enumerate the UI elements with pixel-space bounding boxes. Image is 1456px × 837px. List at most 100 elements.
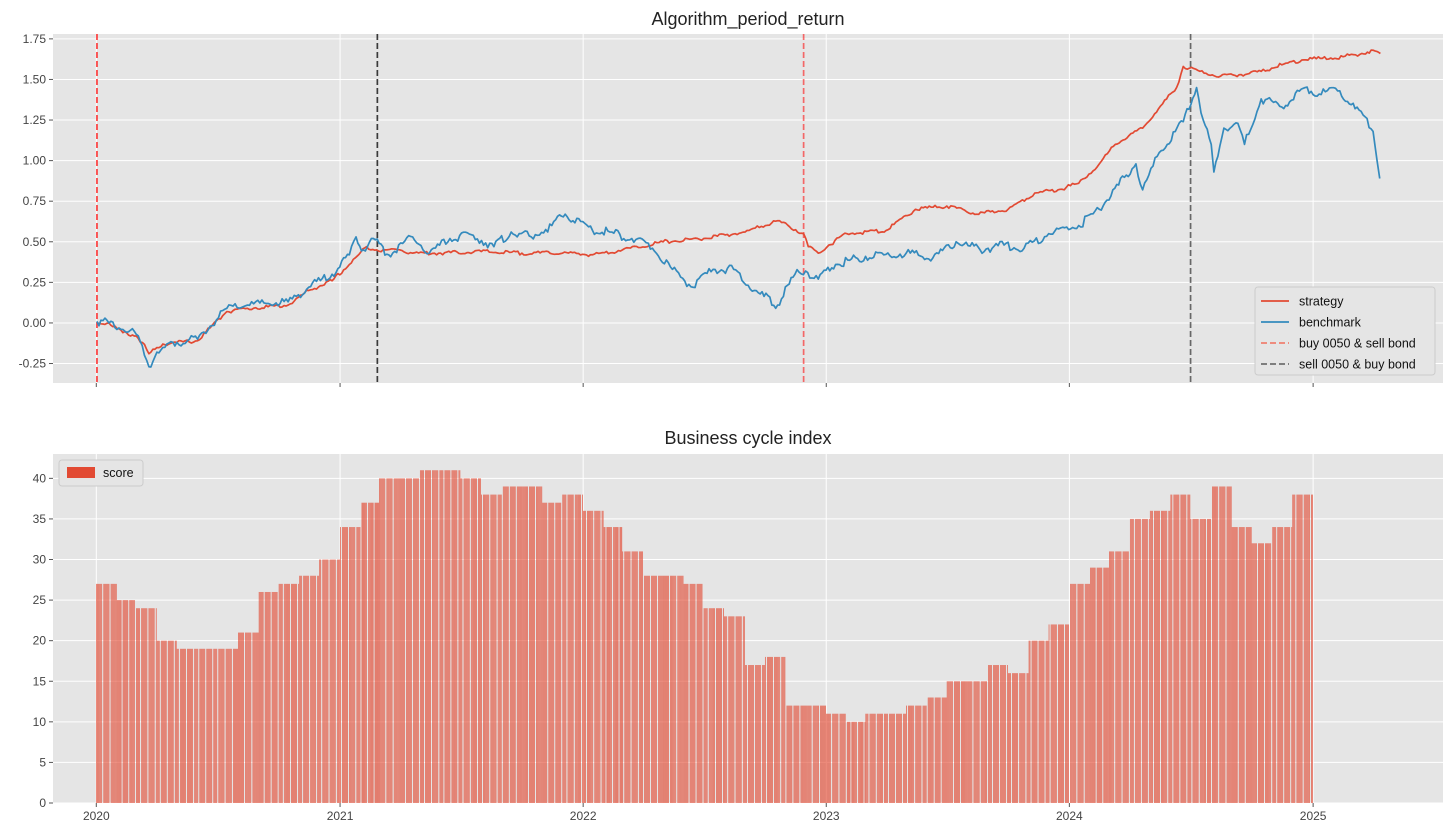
bar-38-12 <box>877 713 879 803</box>
bar-56-19 <box>1250 527 1252 803</box>
bar-37-17 <box>862 721 864 803</box>
bar-44-10 <box>998 665 999 803</box>
bar-9-12 <box>291 583 292 803</box>
bar-35-10 <box>815 705 817 803</box>
bar-14-4 <box>383 478 385 803</box>
bar-38-7 <box>872 713 874 803</box>
bar-47-10 <box>1059 624 1060 803</box>
bar-50-7 <box>1116 551 1118 803</box>
bar-56-7 <box>1238 527 1240 803</box>
bar-3-15 <box>171 640 173 803</box>
bar-35-18 <box>824 705 825 803</box>
bar-10-14 <box>313 575 315 803</box>
bar-21-14 <box>536 486 537 803</box>
bar-33-10 <box>775 656 776 803</box>
bar-47-12 <box>1061 624 1062 803</box>
bar-50-15 <box>1124 551 1126 803</box>
bar-23-7 <box>569 494 571 803</box>
bar-47-11 <box>1060 624 1061 803</box>
bar-9-2 <box>280 583 282 803</box>
bar-54-5 <box>1195 518 1197 803</box>
bar-57-11 <box>1263 543 1264 803</box>
bar-13-11 <box>370 502 372 803</box>
bar-47-7 <box>1055 624 1057 803</box>
bar-57-2 <box>1253 543 1255 803</box>
bar-21-8 <box>530 486 531 803</box>
bar-29-6 <box>689 583 691 803</box>
bar-39-3 <box>889 713 890 803</box>
bar-24-4 <box>587 510 588 803</box>
bar-45-7 <box>1015 673 1016 803</box>
bar-46-0 <box>1028 640 1030 803</box>
bar-14-3 <box>382 478 384 803</box>
bar-40-6 <box>912 705 914 803</box>
bar-30-1 <box>704 608 706 803</box>
bar-10-6 <box>305 575 307 803</box>
bar-39-1 <box>887 713 888 803</box>
bar-49-12 <box>1101 567 1103 803</box>
bar-32-11 <box>755 665 757 803</box>
bar-47-6 <box>1054 624 1056 803</box>
bar-18-11 <box>471 478 473 803</box>
bar-23-9 <box>571 494 573 803</box>
bar-25-19 <box>621 527 623 803</box>
bar-24-5 <box>588 510 589 803</box>
bar-month-13 <box>361 502 380 803</box>
bar-month-5 <box>197 648 218 803</box>
bar-4-18 <box>195 648 197 803</box>
bar-28-1 <box>664 575 665 803</box>
bar-25-15 <box>617 527 619 803</box>
bar-25-17 <box>619 527 621 803</box>
bar-29-13 <box>696 583 698 803</box>
bar-19-17 <box>498 494 500 803</box>
bar-18-10 <box>470 478 472 803</box>
bar-57-9 <box>1261 543 1262 803</box>
bar-4-12 <box>189 648 190 803</box>
bar-44-15 <box>1003 665 1004 803</box>
bar-26-2 <box>624 551 626 803</box>
bar-12-11 <box>351 527 353 803</box>
bar-52-6 <box>1156 510 1157 803</box>
bar-45-18 <box>1026 673 1028 803</box>
bar-16-16 <box>436 470 438 803</box>
bar-2-0 <box>136 608 137 803</box>
bar-month-18 <box>460 478 481 803</box>
bar-12-9 <box>349 527 350 803</box>
bar-53-11 <box>1181 494 1183 803</box>
bar-10-0 <box>299 575 301 803</box>
bar-15-8 <box>407 478 409 803</box>
bar-34-1 <box>786 705 788 803</box>
bar-16-1 <box>421 470 422 803</box>
bar-46-15 <box>1043 640 1045 803</box>
bar-9-15 <box>294 583 295 803</box>
bar-43-16 <box>983 681 985 803</box>
bar-month-41 <box>927 697 947 803</box>
bar-44-19 <box>1007 665 1008 803</box>
bar-5-19 <box>216 648 218 803</box>
bar-19-19 <box>500 494 502 803</box>
bar-3-4 <box>160 640 162 803</box>
bar-55-12 <box>1223 486 1225 803</box>
bar-25-5 <box>608 527 610 803</box>
bar-58-14 <box>1286 527 1288 803</box>
bc-legend-box <box>58 459 144 487</box>
bar-12-12 <box>352 527 354 803</box>
bar-52-0 <box>1149 510 1151 803</box>
bar-21-15 <box>537 486 539 803</box>
bar-30-2 <box>705 608 707 803</box>
bar-month-14 <box>379 478 400 803</box>
bar-2-8 <box>144 608 146 803</box>
bar-39-6 <box>892 713 893 803</box>
bar-57-8 <box>1260 543 1261 803</box>
bar-19-13 <box>494 494 496 803</box>
bar-51-7 <box>1136 518 1138 803</box>
bar-month-24 <box>583 510 604 803</box>
bar-37-1 <box>847 721 849 803</box>
bar-29-11 <box>694 583 696 803</box>
bar-38-11 <box>876 713 878 803</box>
bar-53-6 <box>1176 494 1178 803</box>
bar-31-18 <box>742 616 744 803</box>
bar-45-0 <box>1008 673 1009 803</box>
bar-month-6 <box>218 648 238 803</box>
bar-34-16 <box>801 705 803 803</box>
